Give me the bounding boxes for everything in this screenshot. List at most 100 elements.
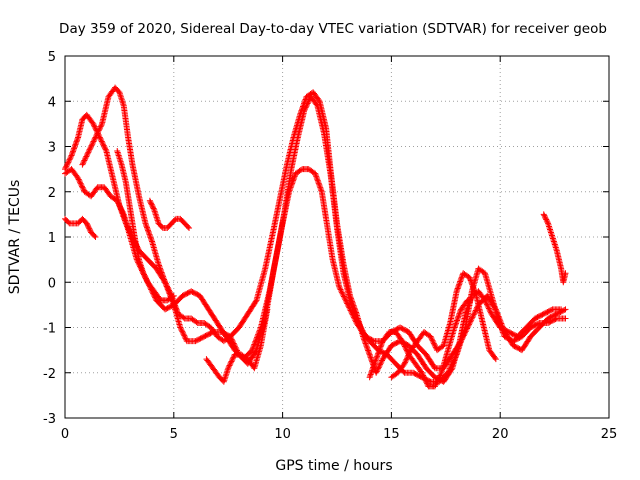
data-point-marker — [405, 352, 412, 359]
data-point-marker — [402, 357, 409, 364]
data-point-marker — [349, 298, 356, 305]
data-point-marker — [63, 163, 70, 170]
data-point-marker — [298, 107, 305, 114]
data-point-marker — [80, 158, 87, 165]
data-point-marker — [374, 353, 381, 360]
data-point-marker — [360, 334, 367, 341]
data-point-marker — [85, 224, 92, 231]
data-point-marker — [437, 371, 444, 378]
data-points — [62, 84, 569, 390]
data-point-marker — [63, 162, 70, 169]
data-point-marker — [291, 174, 298, 181]
data-point-marker — [562, 270, 569, 277]
data-point-marker — [368, 370, 375, 377]
data-point-marker — [249, 347, 256, 354]
data-point-marker — [92, 234, 99, 240]
data-point-marker — [467, 277, 474, 284]
data-point-marker — [67, 155, 74, 162]
chart-title: Day 359 of 2020, Sidereal Day-to-day VTE… — [59, 21, 607, 37]
data-point-marker — [142, 220, 149, 227]
data-point-marker — [467, 276, 474, 283]
data-point-marker — [74, 135, 81, 142]
data-point-marker — [435, 375, 442, 382]
data-point-marker — [302, 96, 309, 103]
data-point-marker — [420, 373, 427, 380]
data-point-marker — [297, 111, 304, 118]
data-point-marker — [456, 310, 463, 317]
data-point-marker — [456, 281, 463, 288]
data-point-marker — [90, 138, 97, 145]
data-point-marker — [141, 272, 148, 279]
data-point-marker — [95, 129, 102, 136]
data-point-marker — [464, 297, 471, 304]
data-point-marker — [166, 287, 173, 294]
y-axis: -3 -2 -1 0 1 2 3 4 5 — [43, 50, 609, 427]
data-point-marker — [86, 146, 93, 153]
data-point-marker — [69, 151, 76, 158]
data-point-marker — [430, 340, 437, 347]
data-point-marker — [427, 333, 434, 340]
data-point-marker — [119, 208, 126, 215]
data-point-marker — [91, 137, 98, 144]
x-axis-label: GPS time / hours — [275, 458, 392, 474]
data-point-marker — [316, 183, 323, 190]
data-point-marker — [485, 304, 492, 311]
data-point-marker — [468, 315, 475, 322]
data-point-marker — [462, 309, 469, 316]
data-point-marker — [487, 308, 494, 315]
data-point-marker — [257, 325, 264, 332]
data-point-marker — [454, 317, 461, 324]
data-point-marker — [102, 146, 109, 153]
data-point-marker — [373, 368, 380, 375]
data-point-marker — [432, 343, 439, 350]
data-point-marker — [340, 292, 347, 299]
data-point-marker — [228, 358, 235, 365]
data-point-marker — [78, 183, 85, 190]
data-point-marker — [158, 223, 165, 230]
data-point-marker — [148, 235, 155, 242]
data-point-marker — [362, 340, 369, 347]
data-point-marker — [227, 361, 234, 368]
data-point-marker — [454, 286, 461, 293]
series-trace-2 — [62, 93, 569, 385]
data-point-marker — [81, 157, 88, 164]
data-point-marker — [367, 354, 374, 361]
data-point-marker — [352, 306, 359, 313]
data-point-marker — [419, 371, 426, 378]
data-point-marker — [159, 270, 166, 277]
data-point-marker — [92, 134, 99, 141]
data-point-marker — [193, 319, 200, 326]
data-point-marker — [252, 338, 259, 345]
data-point-marker — [374, 351, 381, 358]
data-point-marker — [160, 275, 167, 282]
data-point-marker — [366, 351, 373, 358]
data-point-marker — [75, 175, 82, 182]
data-point-marker — [142, 275, 149, 282]
data-point-marker — [491, 354, 498, 361]
data-point-marker — [98, 138, 105, 145]
data-point-marker — [85, 223, 92, 230]
data-point-marker — [225, 363, 232, 370]
data-point-marker — [337, 286, 344, 293]
data-point-marker — [98, 137, 105, 144]
data-point-marker — [97, 123, 104, 130]
data-point-marker — [463, 298, 470, 305]
data-point-marker — [85, 148, 92, 155]
data-point-marker — [421, 375, 428, 382]
y-tick-label: 1 — [48, 231, 56, 246]
data-point-marker — [184, 223, 191, 230]
data-point-marker — [82, 154, 89, 161]
data-point-marker — [422, 376, 429, 383]
data-point-marker — [375, 364, 382, 371]
data-point-marker — [455, 282, 462, 289]
data-point-marker — [437, 372, 444, 379]
data-point-marker — [118, 207, 125, 214]
data-point-marker — [177, 324, 184, 331]
data-point-marker — [172, 303, 179, 310]
data-point-marker — [481, 297, 488, 304]
data-point-marker — [91, 232, 98, 239]
data-point-marker — [164, 283, 171, 290]
data-point-marker — [471, 287, 478, 294]
data-point-marker — [84, 221, 91, 228]
data-point-marker — [316, 181, 323, 188]
